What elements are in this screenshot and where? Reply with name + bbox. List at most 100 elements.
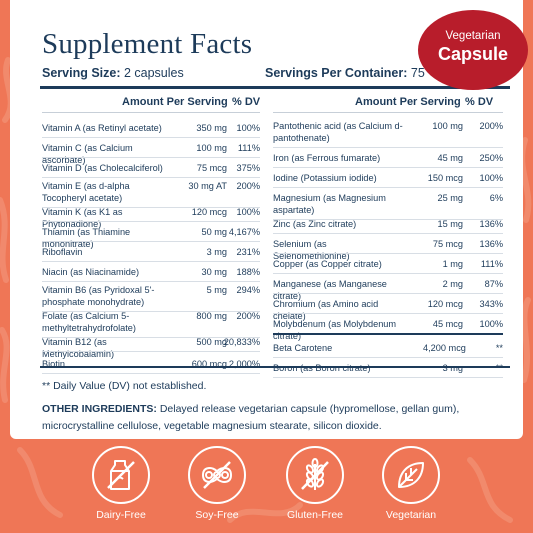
badge-line-1: Vegetarian <box>445 30 501 42</box>
nutrient-dv: 200% <box>479 121 504 131</box>
row-divider <box>42 373 260 374</box>
nutrient-name: Molybdenum (as Molybdenum citrate) <box>273 319 397 341</box>
nutrient-amount: 45 mg <box>437 153 463 163</box>
nutrient-amount: 1 mg <box>442 259 463 269</box>
feature-gluten-free: Gluten-Free <box>270 446 360 521</box>
serving-size: Serving Size: 2 capsules <box>42 66 184 80</box>
left-dv-header: % DV <box>232 96 261 108</box>
page-title: Supplement Facts <box>42 28 253 60</box>
servings-per-container: Servings Per Container: 75 <box>265 66 425 80</box>
row-divider <box>42 281 260 282</box>
nutrient-name: Copper (as Copper citrate) <box>273 259 382 269</box>
nutrient-amount: 50 mg <box>201 227 227 237</box>
right-dv-header: % DV <box>465 96 494 108</box>
nutrient-amount: 4,200 mcg <box>423 343 466 353</box>
nutrient-dv: 231% <box>236 247 261 257</box>
nutrient-dv: 100% <box>479 173 504 183</box>
nutrient-dv: 375% <box>236 163 261 173</box>
row-divider <box>42 241 260 242</box>
nutrient-name: Beta Carotene <box>273 343 333 353</box>
nutrient-amount: 30 mg AT <box>188 181 227 191</box>
row-divider <box>273 333 503 335</box>
nutrient-amount: 75 mcg <box>432 239 463 249</box>
row-divider <box>273 377 503 378</box>
other-ingredients: OTHER INGREDIENTS: Delayed release veget… <box>42 401 502 435</box>
daily-value-note: ** Daily Value (DV) not established. <box>42 380 207 392</box>
other-ingredients-text: Delayed release vegetarian capsule (hypr… <box>42 403 460 432</box>
nutrient-dv: ** <box>495 343 503 353</box>
nutrient-amount: 45 mcg <box>432 319 463 329</box>
nutrient-name: Pantothenic acid (as Calcium d-pantothen… <box>273 121 403 143</box>
feature-label: Dairy-Free <box>96 509 146 521</box>
servings-per-container-label: Servings Per Container: <box>265 66 408 80</box>
nutrient-dv: 188% <box>236 267 261 277</box>
other-ingredients-label: OTHER INGREDIENTS: <box>42 403 157 415</box>
nutrient-dv: 200% <box>236 311 261 321</box>
nutrient-dv: 136% <box>479 239 504 249</box>
row-divider <box>273 357 503 358</box>
feature-label: Soy-Free <box>195 509 239 521</box>
milk-carton-crossed-icon <box>107 460 135 490</box>
nutrient-name: Vitamin C (as Calcium ascorbate) <box>42 143 133 165</box>
serving-size-value: 2 capsules <box>120 66 184 80</box>
nutrient-amount: 120 mcg <box>191 207 227 217</box>
footer-rule <box>40 366 510 368</box>
row-divider <box>42 157 260 158</box>
nutrient-name: Iron (as Ferrous fumarate) <box>273 153 381 163</box>
nutrient-dv: 250% <box>479 153 504 163</box>
nutrient-name: Niacin (as Niacinamide) <box>42 267 140 277</box>
nutrient-name: Magnesium (as Magnesium aspartate) <box>273 193 386 215</box>
leaf-icon <box>398 462 424 488</box>
nutrient-dv: 136% <box>479 219 504 229</box>
nutrient-name: Manganese (as Manganese citrate) <box>273 279 387 301</box>
left-amount-header: Amount Per Serving <box>122 96 228 108</box>
nutrient-dv: 2,000% <box>228 359 260 369</box>
nutrient-name: Chromium (as Amino acid chelate) <box>273 299 379 321</box>
serving-size-label: Serving Size: <box>42 66 121 80</box>
servings-per-container-value: 75 <box>407 66 425 80</box>
nutrient-amount: 120 mcg <box>427 299 463 309</box>
feature-vegetarian: Vegetarian <box>366 446 456 521</box>
nutrient-name: Vitamin E (as d-alpha Tocopheryl acetate… <box>42 181 130 203</box>
nutrient-amount: 100 mg <box>196 143 227 153</box>
feature-dairy-free: Dairy-Free <box>76 446 166 521</box>
nutrient-name: Iodine (Potassium iodide) <box>273 173 377 183</box>
wheat-crossed-icon <box>301 458 329 490</box>
feature-soy-free: Soy-Free <box>172 446 262 521</box>
row-divider <box>273 253 503 254</box>
nutrient-amount: 3 mg <box>442 363 463 373</box>
nutrient-dv: 6% <box>489 193 503 203</box>
soybean-crossed-icon <box>201 461 233 489</box>
row-divider <box>42 337 260 338</box>
nutrient-name: Selenium (as Selenomethionine) <box>273 239 350 261</box>
badge-line-2: Capsule <box>437 44 509 64</box>
nutrient-name: Boron (as Boron citrate) <box>273 363 371 373</box>
row-divider <box>42 137 260 138</box>
row-divider <box>42 261 260 262</box>
feature-label: Gluten-Free <box>286 509 344 521</box>
row-divider <box>42 311 260 312</box>
nutrient-amount: 100 mg <box>432 121 463 131</box>
nutrient-amount: 75 mcg <box>196 163 227 173</box>
nutrient-amount: 350 mg <box>196 123 227 133</box>
nutrient-dv: ** <box>495 363 503 373</box>
nutrient-name: Thiamin (as Thiamine mononitrate) <box>42 227 131 249</box>
row-divider <box>42 221 260 222</box>
nutrient-dv: 200% <box>236 181 261 191</box>
vegetarian-capsule-badge: Vegetarian Capsule <box>418 10 528 90</box>
nutrient-name: Riboflavin <box>42 247 83 257</box>
right-amount-header: Amount Per Serving <box>355 96 461 108</box>
nutrient-dv: 111% <box>237 143 260 153</box>
row-divider <box>273 187 503 188</box>
nutrient-name: Vitamin D (as Cholecalciferol) <box>42 163 163 173</box>
nutrient-name: Folate (as Calcium 5-methyltetrahydrofol… <box>42 311 136 333</box>
nutrient-name: Zinc (as Zinc citrate) <box>273 219 357 229</box>
nutrient-dv: 4,167% <box>228 227 260 237</box>
nutrient-amount: 25 mg <box>437 193 463 203</box>
row-divider <box>273 219 503 220</box>
nutrient-amount: 150 mcg <box>427 173 463 183</box>
nutrient-name: Vitamin B12 (as Methylcobalamin) <box>42 337 114 359</box>
left-header-underline <box>42 112 260 113</box>
header-rule <box>40 86 510 89</box>
nutrient-amount: 3 mg <box>206 247 227 257</box>
